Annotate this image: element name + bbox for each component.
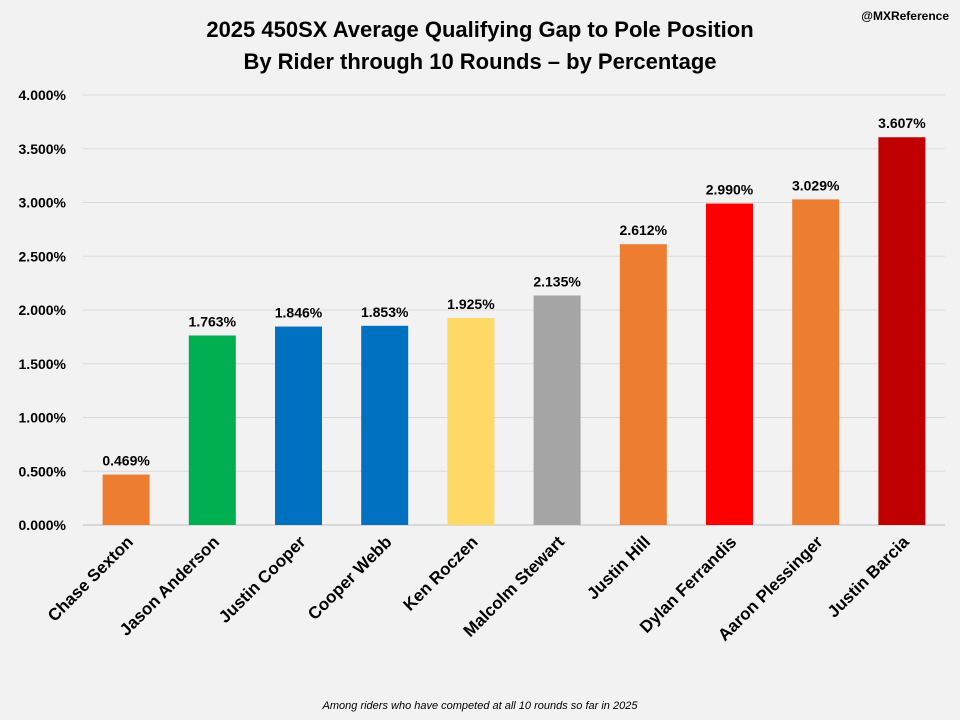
y-tick-label: 4.000% [19, 87, 67, 103]
data-label: 0.469% [102, 453, 150, 469]
x-tick-label: Justin Hill [583, 532, 654, 603]
bar [188, 335, 236, 525]
bar [361, 325, 409, 525]
x-tick-label: Cooper Webb [304, 532, 395, 623]
bar [619, 244, 667, 525]
chart-title-line1: 2025 450SX Average Qualifying Gap to Pol… [206, 17, 753, 42]
bars [102, 137, 926, 525]
footnote: Among riders who have competed at all 10… [322, 700, 639, 712]
data-label: 2.990% [706, 182, 754, 198]
data-label: 1.853% [361, 304, 409, 320]
chart-title-line2: By Rider through 10 Rounds – by Percenta… [243, 49, 716, 74]
y-tick-label: 3.000% [19, 195, 67, 211]
data-label: 1.846% [275, 305, 323, 321]
y-tick-label: 2.500% [19, 248, 67, 264]
x-tick-label: Justin Barcia [824, 532, 913, 621]
bar [447, 318, 495, 525]
y-tick-label: 3.500% [19, 141, 67, 157]
y-tick-label: 0.000% [19, 517, 67, 533]
x-tick-label: Justin Cooper [215, 532, 310, 627]
data-label: 3.607% [878, 115, 926, 131]
y-axis: 0.000% 0.500% 1.000% 1.500% 2.000% 2.500% 3.00… [19, 87, 67, 533]
y-tick-label: 2.000% [19, 302, 67, 318]
x-tick-label: Chase Sexton [44, 532, 137, 625]
bar [878, 137, 926, 525]
data-label: 2.135% [533, 273, 581, 289]
x-tick-label: Ken Roczen [399, 532, 481, 614]
data-label: 1.763% [189, 313, 237, 329]
y-tick-label: 1.500% [19, 356, 67, 372]
bar [706, 203, 753, 525]
bar [275, 326, 322, 525]
bar [533, 295, 581, 525]
data-labels: 0.469% 1.763% 1.846% 1.853% 1.925% 2.135% 2.61… [102, 115, 926, 468]
bar [792, 199, 840, 525]
data-label: 1.925% [447, 296, 495, 312]
source-handle: @MXReference [861, 9, 949, 23]
y-tick-label: 0.500% [19, 463, 67, 479]
y-tick-label: 1.000% [19, 410, 67, 426]
data-label: 2.612% [620, 222, 668, 238]
data-label: 3.029% [792, 177, 840, 193]
bar [102, 474, 150, 525]
